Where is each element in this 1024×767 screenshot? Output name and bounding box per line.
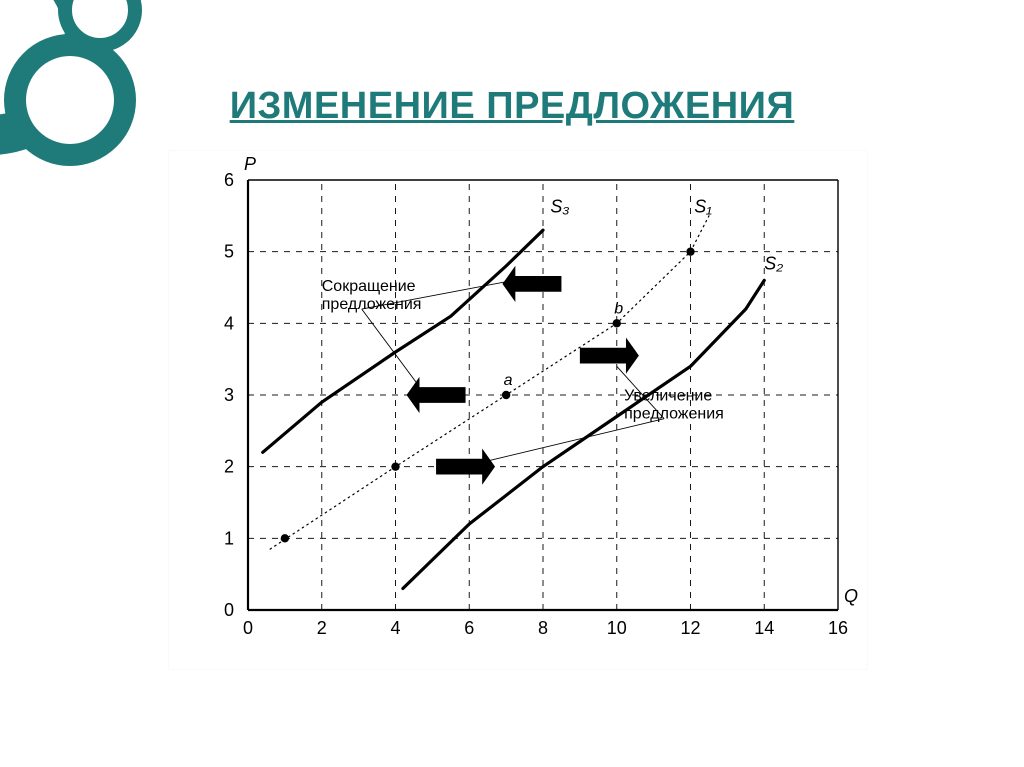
svg-text:S₃: S₃ [550,196,569,216]
svg-text:1: 1 [224,528,234,548]
svg-text:8: 8 [538,618,548,638]
svg-text:2: 2 [224,457,234,477]
svg-text:Увеличение: Увеличение [624,388,712,405]
svg-text:6: 6 [464,618,474,638]
svg-text:14: 14 [754,618,774,638]
svg-text:S₁: S₁ [694,196,712,216]
svg-text:10: 10 [607,618,627,638]
svg-text:4: 4 [224,313,234,333]
svg-text:S₂: S₂ [764,254,783,274]
slide-title: ИЗМЕНЕНИЕ ПРЕДЛОЖЕНИЯ [0,85,1024,128]
supply-shift-chart: 02468101214160123456PQabS₃S₁S₂Сокращение… [168,150,868,670]
svg-text:Сокращение: Сокращение [322,278,416,295]
svg-text:a: a [504,372,513,389]
svg-text:P: P [244,154,256,174]
svg-text:предложения: предложения [322,296,422,313]
svg-text:3: 3 [224,385,234,405]
svg-text:6: 6 [224,170,234,190]
svg-text:Q: Q [844,586,858,606]
svg-text:0: 0 [243,618,253,638]
svg-text:4: 4 [390,618,400,638]
svg-text:0: 0 [224,600,234,620]
svg-text:предложения: предложения [624,406,724,423]
svg-text:12: 12 [680,618,700,638]
svg-text:5: 5 [224,242,234,262]
svg-text:2: 2 [317,618,327,638]
svg-text:b: b [614,300,623,317]
svg-text:16: 16 [828,618,848,638]
